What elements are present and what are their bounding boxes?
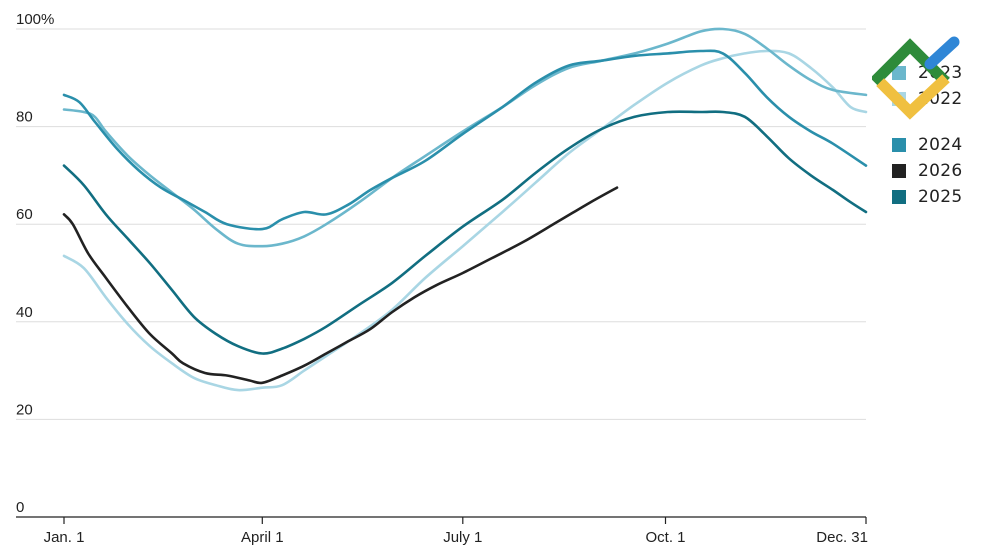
- legend-swatch: [892, 138, 906, 152]
- y-tick-label: 100%: [16, 11, 54, 28]
- x-tick-label: Jan. 1: [44, 529, 85, 545]
- x-tick-label: Dec. 31: [816, 529, 868, 545]
- gridlines: [16, 28, 866, 420]
- x-tick-label: April 1: [241, 529, 284, 545]
- y-tick-label: 20: [16, 401, 33, 418]
- series-line-2022: [62, 49, 868, 392]
- y-tick-label: 0: [16, 499, 24, 516]
- y-tick-label: 40: [16, 304, 33, 321]
- series-line-2023: [62, 27, 868, 248]
- legend-swatch: [892, 190, 906, 204]
- x-tick-label: Oct. 1: [645, 529, 685, 545]
- series-line-2026: [62, 186, 619, 385]
- legend-swatch: [892, 66, 906, 80]
- series-lines: [62, 27, 868, 392]
- legend-label: 2026: [918, 161, 963, 181]
- legend-swatch: [892, 164, 906, 178]
- legend-item-2026: 2026: [892, 158, 992, 184]
- y-axis-labels: 0 20 40 60 80 100%: [16, 11, 54, 516]
- series-line-2025: [62, 110, 868, 355]
- legend-item-2025: 2025: [892, 184, 992, 210]
- series-line-2024: [62, 49, 868, 231]
- y-tick-label: 80: [16, 109, 33, 126]
- legend-label: 2025: [918, 187, 963, 207]
- x-tick-label: July 1: [443, 529, 482, 545]
- legend-label: 2024: [918, 135, 963, 155]
- y-tick-label: 60: [16, 206, 33, 223]
- watermark-logo-icon: [872, 36, 960, 120]
- legend-item-2024: 2024: [892, 132, 992, 158]
- x-axis: Jan. 1 April 1 July 1 Oct. 1 Dec. 31: [16, 516, 868, 545]
